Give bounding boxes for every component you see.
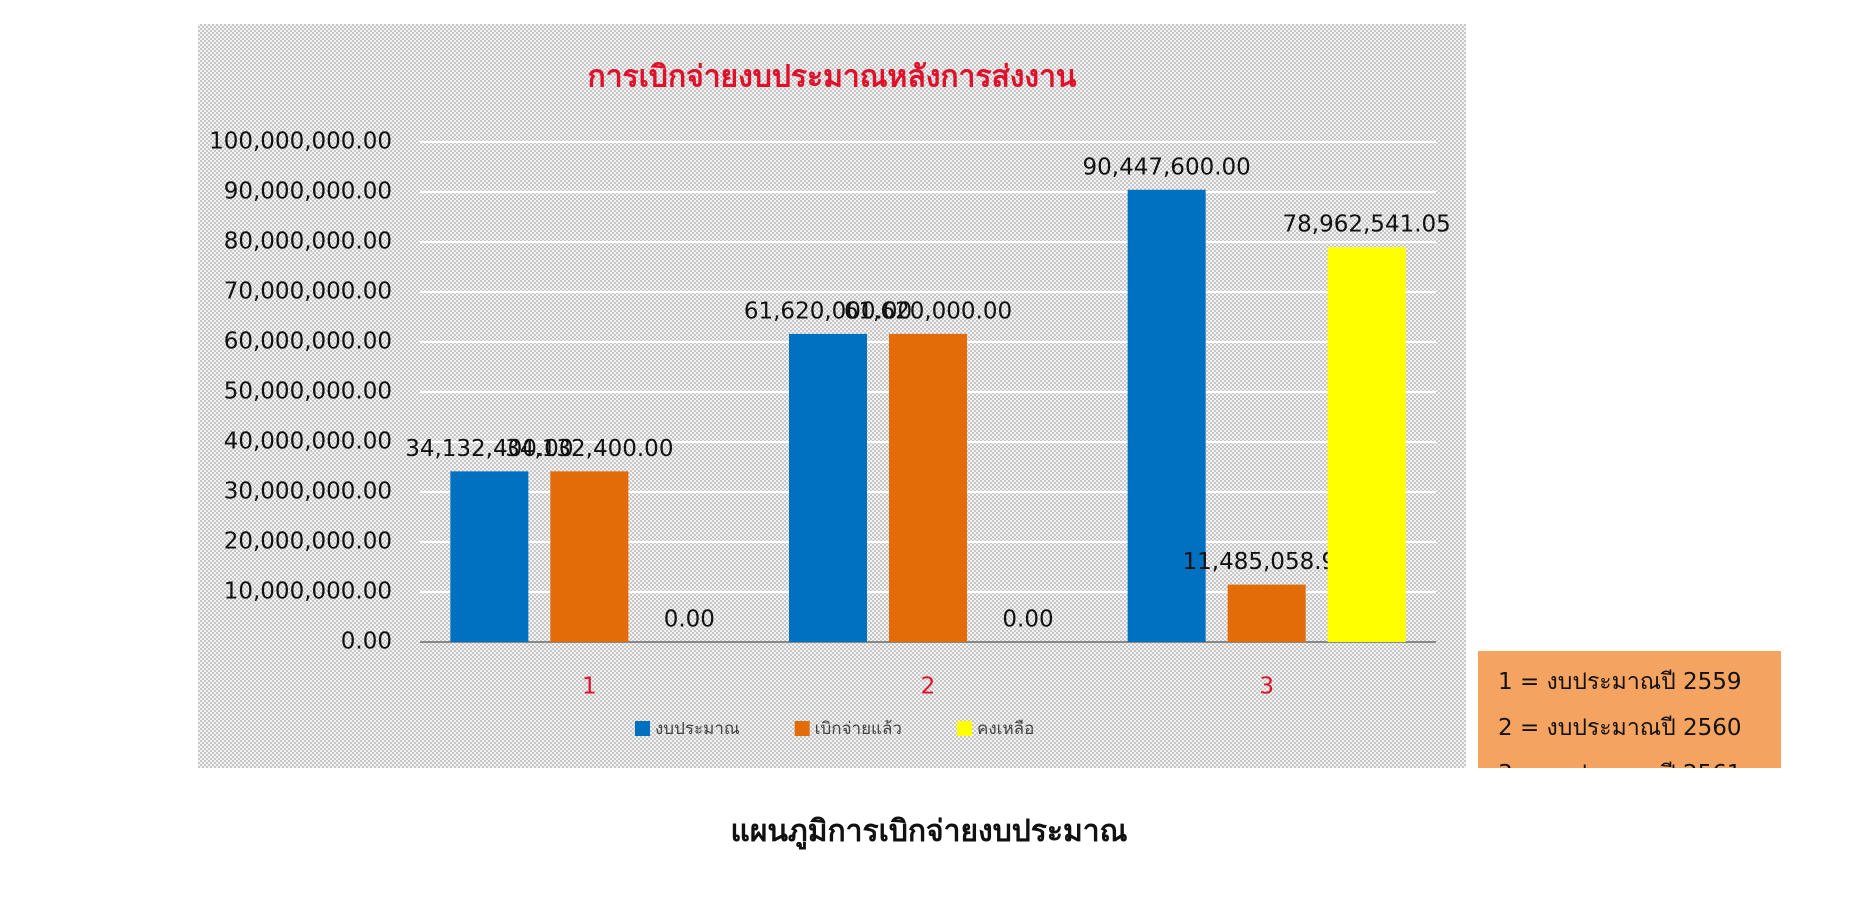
value-label: 34,132,400.00 [405,436,573,462]
value-label: 61,620,000.00 [844,298,1012,324]
y-tick-label: 80,000,000.00 [224,229,392,255]
legend-label: คงเหลือ [977,719,1034,739]
caption: แผนภูมิการเบิกจ่ายงบประมาณ [730,814,1128,849]
chart-title: การเบิกจ่ายงบประมาณหลังการส่งงาน [588,60,1077,95]
bar [1327,247,1406,642]
y-tick-label: 20,000,000.00 [224,529,392,555]
bar [450,471,529,642]
y-tick-label: 70,000,000.00 [224,279,392,305]
y-tick-label: 0.00 [341,629,392,655]
bar [550,471,629,642]
bar [789,333,867,642]
note-line: 3 = งบประมาณปี 2561 [1498,751,1781,768]
legend-swatch [956,721,972,736]
y-tick-label: 90,000,000.00 [224,179,392,205]
value-label: 61,620,000.00 [744,298,912,324]
value-label: 78,962,541.05 [1283,212,1451,238]
value-label: 0.00 [1002,607,1053,633]
value-label: 0.00 [664,607,715,633]
note-line: 1 = งบประมาณปี 2559 [1498,669,1742,695]
value-label: 90,447,600.00 [1083,154,1251,180]
note-line: 2 = งบประมาณปี 2560 [1498,715,1742,741]
x-tick-label: 2 [921,674,936,700]
x-tick-label: 1 [582,674,597,700]
legend-swatch [794,721,810,736]
value-label: 11,485,058.95 [1183,549,1351,575]
y-tick-label: 50,000,000.00 [224,379,392,405]
note-box: 1 = งบประมาณปี 2559 2 = งบประมาณปี 2560 3 … [1478,651,1781,768]
legend-label: เบิกจ่ายแล้ว [815,719,902,739]
bar [1227,584,1306,642]
legend-swatch [635,721,650,736]
y-tick-label: 100,000,000.00 [209,129,392,155]
y-tick-label: 60,000,000.00 [224,329,392,355]
chart: การเบิกจ่ายงบประมาณหลังการส่งงาน 0.00 10,… [198,24,1466,768]
x-tick-label: 3 [1259,674,1274,700]
bar [889,333,967,642]
legend-label: งบประมาณ [655,719,740,739]
y-tick-label: 40,000,000.00 [224,429,392,455]
y-tick-label: 10,000,000.00 [224,579,392,605]
y-tick-label: 30,000,000.00 [224,479,392,505]
bar [1127,189,1206,642]
value-label: 34,132,400.00 [505,436,673,462]
